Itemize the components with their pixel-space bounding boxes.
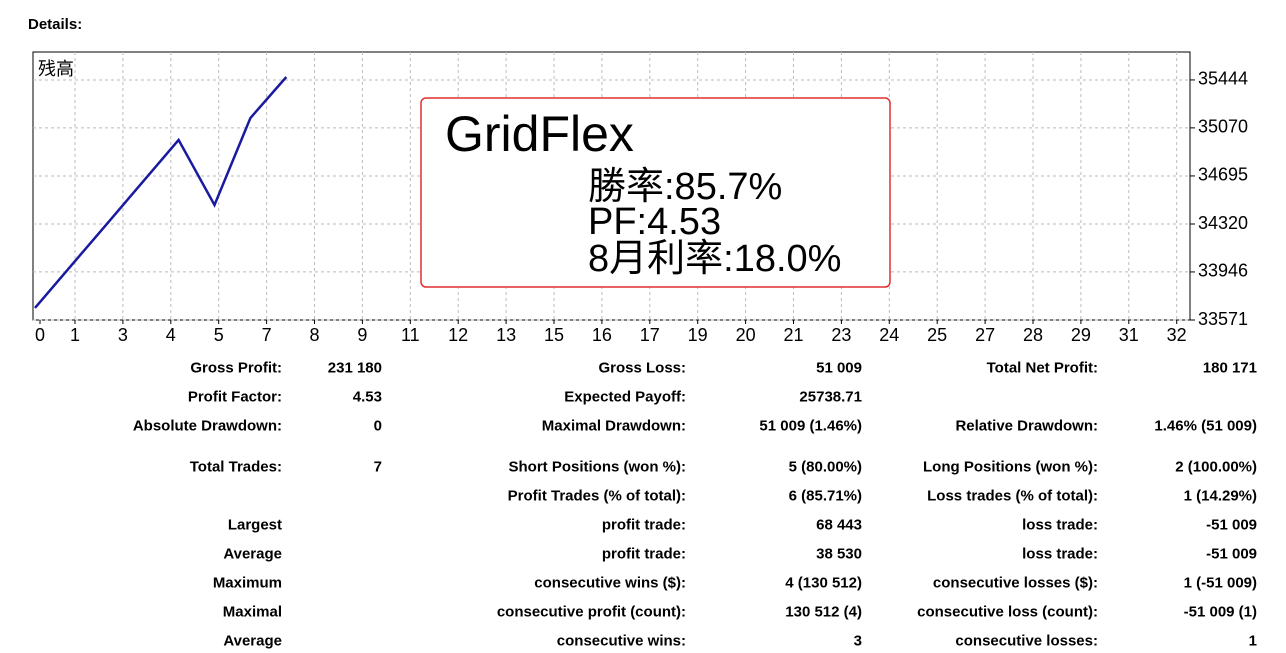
stat-label: Absolute Drawdown:	[132, 417, 282, 435]
stat-label: loss trade:	[1022, 545, 1098, 563]
heading: Details:	[28, 16, 83, 33]
stat-label: consecutive profit (count):	[496, 603, 686, 621]
x-tick-label: 7	[262, 325, 272, 345]
stat-value: 1 (-51 009)	[1183, 574, 1257, 592]
overlay-line: 勝率:85.7%	[588, 166, 782, 208]
stat-value: -51 009	[1206, 516, 1257, 534]
stat-value: -51 009 (1)	[1183, 603, 1257, 621]
stat-value: 7	[373, 458, 382, 476]
x-tick-label: 24	[879, 325, 899, 345]
stat-value: 51 009 (1.46%)	[759, 417, 862, 435]
stat-value: 38 530	[816, 545, 862, 563]
stat-label: profit trade:	[601, 516, 686, 534]
stat-label: Long Positions (won %):	[923, 458, 1098, 476]
stat-label: Total Net Profit:	[986, 359, 1098, 377]
x-tick-label: 29	[1071, 325, 1091, 345]
stat-label: consecutive wins:	[556, 632, 686, 650]
stat-value: 3	[853, 632, 862, 650]
overlay-line: PF:4.53	[588, 201, 721, 243]
stat-label: Short Positions (won %):	[508, 458, 687, 476]
x-tick-label: 19	[688, 325, 708, 345]
x-tick-label: 4	[166, 325, 176, 345]
stat-label: Profit Trades (% of total):	[507, 487, 686, 505]
overlay-line: 8月利率:18.0%	[588, 238, 841, 280]
stat-value: 25738.71	[799, 388, 862, 406]
stat-label: Largest	[227, 516, 282, 534]
x-tick-label: 16	[592, 325, 612, 345]
stat-label: Total Trades:	[189, 458, 282, 476]
stat-label: loss trade:	[1022, 516, 1098, 534]
x-tick-label: 15	[544, 325, 564, 345]
stat-value: 1 (14.29%)	[1183, 487, 1257, 505]
y-tick-label: 35444	[1198, 69, 1248, 89]
x-tick-label: 25	[927, 325, 947, 345]
stat-value: 6 (85.71%)	[788, 487, 862, 505]
chart: 残高 GridFlex 勝率:85.7% PF:4.53 8月利率:18.0% …	[32, 51, 1248, 345]
x-tick-label: 0	[35, 325, 45, 345]
x-tick-label: 23	[831, 325, 851, 345]
stat-value: 180 171	[1202, 359, 1257, 377]
y-tick-label: 34695	[1198, 165, 1248, 185]
stat-label: consecutive wins ($):	[534, 574, 686, 592]
stat-label: Relative Drawdown:	[955, 417, 1098, 435]
stat-label: Profit Factor:	[187, 388, 282, 406]
stat-label: Average	[223, 632, 282, 650]
stat-value: 4.53	[352, 388, 382, 406]
x-tick-label: 17	[640, 325, 660, 345]
overlay-title: GridFlex	[445, 106, 634, 162]
y-tick-label: 35070	[1198, 117, 1248, 137]
y-tick-label: 33946	[1198, 261, 1248, 281]
stat-value: -51 009	[1206, 545, 1257, 563]
stat-label: Loss trades (% of total):	[927, 487, 1098, 505]
x-tick-label: 9	[357, 325, 367, 345]
x-tick-label: 11	[401, 325, 420, 345]
x-tick-label: 13	[496, 325, 516, 345]
stat-label: Maximal	[222, 603, 282, 621]
series-name: 残高	[38, 59, 74, 79]
stat-label: profit trade:	[601, 545, 686, 563]
x-tick-label: 21	[783, 325, 803, 345]
balance-line	[34, 76, 288, 309]
stat-value: 0	[373, 417, 382, 435]
stat-label: consecutive losses:	[955, 632, 1098, 650]
stat-value: 130 512 (4)	[785, 603, 862, 621]
stat-value: 1.46% (51 009)	[1154, 417, 1257, 435]
stat-label: Gross Profit:	[190, 359, 282, 377]
x-tick-label: 32	[1167, 325, 1187, 345]
stat-value: 68 443	[816, 516, 862, 534]
y-tick-label: 33571	[1198, 309, 1248, 329]
stat-label: consecutive loss (count):	[917, 603, 1098, 621]
x-tick-label: 27	[975, 325, 995, 345]
stat-value: 4 (130 512)	[785, 574, 862, 592]
stat-value: 231 180	[327, 359, 382, 377]
x-tick-label: 1	[70, 325, 80, 345]
x-tick-label: 28	[1023, 325, 1043, 345]
overlay-box	[420, 97, 891, 288]
x-tick-label: 5	[214, 325, 224, 345]
stat-label: Maximal Drawdown:	[541, 417, 686, 435]
stat-value: 51 009	[816, 359, 862, 377]
stat-value: 2 (100.00%)	[1175, 458, 1257, 476]
x-tick-label: 20	[736, 325, 756, 345]
stat-value: 1	[1248, 632, 1257, 650]
stat-label: Average	[223, 545, 282, 563]
stat-label: Maximum	[212, 574, 282, 592]
x-tick-label: 3	[118, 325, 128, 345]
x-tick-label: 31	[1119, 325, 1139, 345]
x-tick-label: 12	[448, 325, 468, 345]
y-tick-label: 34320	[1198, 213, 1248, 233]
stat-label: Expected Payoff:	[564, 388, 686, 406]
x-tick-label: 8	[309, 325, 319, 345]
stat-label: consecutive losses ($):	[932, 574, 1098, 592]
stat-label: Gross Loss:	[598, 359, 686, 377]
stat-value: 5 (80.00%)	[788, 458, 862, 476]
